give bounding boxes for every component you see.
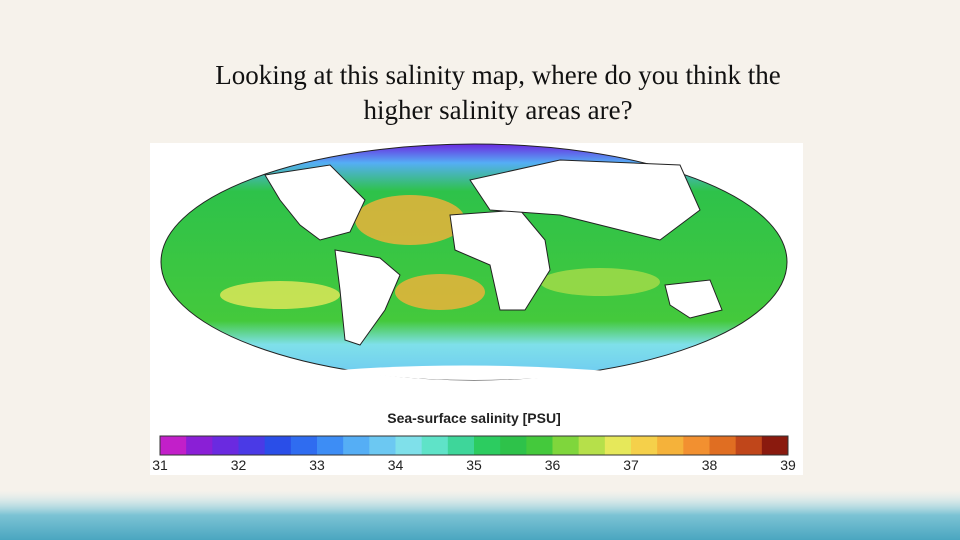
colorbar-tick-label: 35 (466, 457, 482, 473)
color-swatch (526, 436, 553, 455)
colorbar-tick-label: 38 (702, 457, 718, 473)
color-swatch (604, 436, 632, 455)
colorbar-frame (159, 435, 789, 456)
color-swatch (343, 436, 370, 455)
color-swatch (264, 436, 292, 455)
slide-title: higher salinity areas are? (363, 95, 633, 125)
color-swatch (421, 436, 449, 455)
color-swatch (369, 436, 396, 455)
color-swatch (160, 436, 187, 455)
color-swatch (552, 436, 580, 455)
continent (469, 159, 701, 241)
color-swatch (290, 436, 318, 455)
colorbar: 31 32 33 34 35 36 37 38 39 (152, 435, 796, 473)
color-swatch (683, 436, 710, 455)
color-swatch (735, 436, 763, 455)
color-swatch (186, 436, 213, 455)
color-swatch (631, 436, 658, 455)
continent (264, 164, 366, 241)
salinity-patch (540, 268, 660, 296)
continent (334, 249, 401, 346)
color-swatch (578, 436, 606, 455)
decor-band (0, 490, 960, 540)
colorbar-tick-label: 33 (309, 457, 325, 473)
salinity-patch (395, 274, 485, 310)
color-swatch (761, 436, 789, 455)
colorbar-tick-label: 39 (780, 457, 796, 473)
color-swatch (709, 436, 737, 455)
colorbar-tick-label: 37 (623, 457, 639, 473)
salinity-patch (220, 281, 340, 309)
color-swatch (447, 436, 475, 455)
continent (449, 209, 551, 311)
color-swatch (238, 436, 266, 455)
color-swatch (500, 436, 527, 455)
color-swatch (212, 436, 239, 455)
color-swatch (474, 436, 501, 455)
colorbar-tick-label: 34 (388, 457, 404, 473)
color-swatch (657, 436, 684, 455)
colorbar-tick-label: 32 (231, 457, 247, 473)
map-caption: Sea-surface salinity [PSU] (387, 410, 561, 426)
continent (664, 279, 723, 319)
continent (340, 365, 620, 380)
color-swatch (317, 436, 344, 455)
color-swatch (395, 436, 423, 455)
salinity-patch (355, 195, 465, 245)
colorbar-tick-label: 36 (545, 457, 561, 473)
slide-title: Looking at this salinity map, where do y… (215, 60, 781, 90)
colorbar-tick-label: 31 (152, 457, 168, 473)
